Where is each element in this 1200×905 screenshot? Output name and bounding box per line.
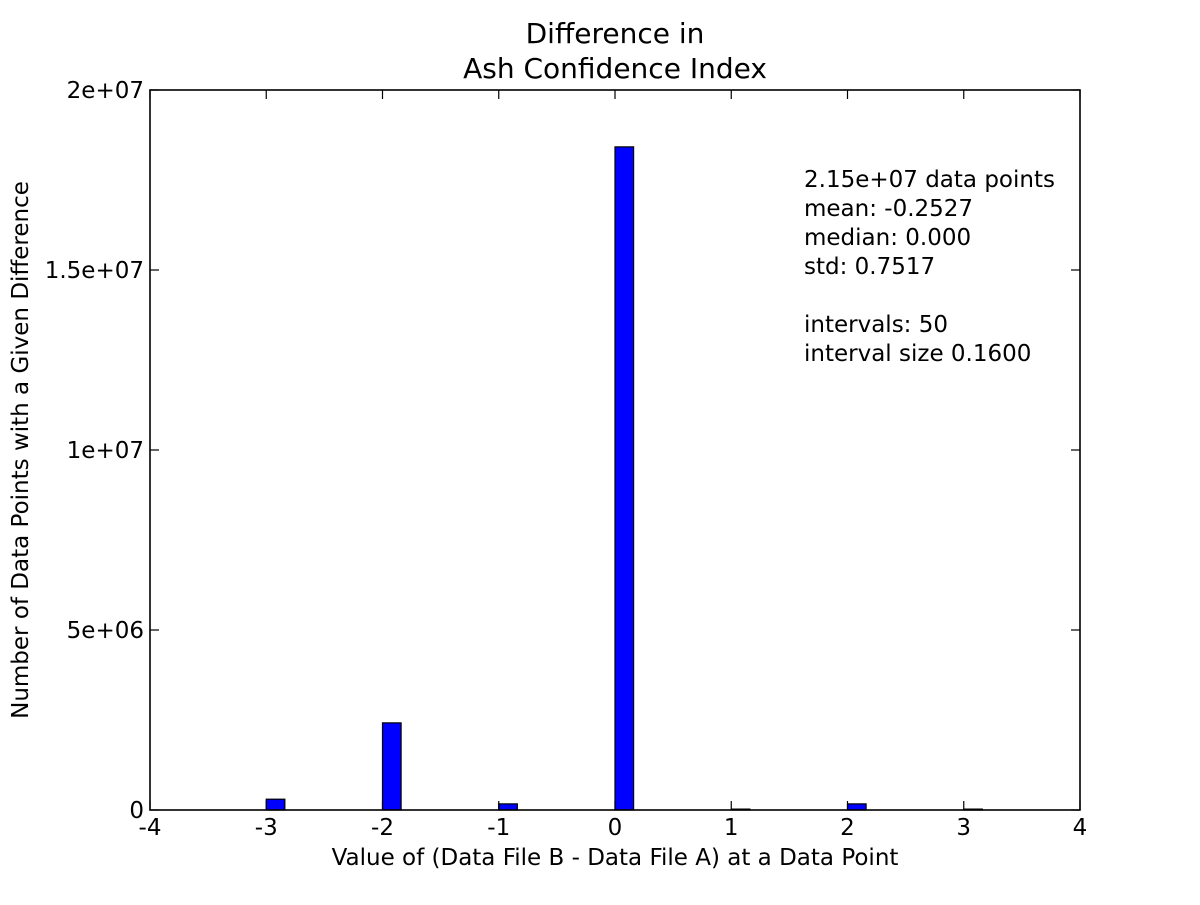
x-tick-label-5: 1 [724,815,739,841]
bar-2 [498,803,518,811]
annotation-line-6: interval size 0.1600 [804,341,1031,367]
bar-1 [381,722,402,811]
x-tick-label-0: -4 [139,815,162,841]
bar-5 [846,803,867,811]
x-tick-label-4: 0 [608,815,623,841]
y-tick-label-4: 2e+07 [67,78,144,104]
y-tick-label-1: 5e+06 [67,618,144,644]
y-tick-label-3: 1.5e+07 [45,258,144,284]
annotation-line-0: 2.15e+07 data points [804,167,1055,193]
bar-0 [265,798,286,811]
x-tick-label-8: 4 [1073,815,1088,841]
stats-annotation: 2.15e+07 data points mean: -0.2527 median:… [804,167,1055,367]
plot-frame [149,89,1081,811]
x-tick-label-6: 2 [840,815,855,841]
annotation-line-1: mean: -0.2527 [804,196,973,222]
x-axis-label: Value of (Data File B - Data File A) at … [332,845,899,871]
x-tick-label-7: 3 [956,815,971,841]
annotation-line-3: std: 0.7517 [804,254,935,280]
y-tick-labels: 0 5e+06 1e+07 1.5e+07 2e+07 [45,78,144,824]
y-axis-label: Number of Data Points with a Given Diffe… [8,181,34,719]
y-tick-label-0: 0 [129,798,144,824]
x-tick-label-3: -1 [487,815,510,841]
x-tick-labels: -4 -3 -2 -1 0 1 2 3 4 [139,815,1088,841]
annotation-line-5: intervals: 50 [804,312,948,338]
x-tick-label-1: -3 [255,815,278,841]
bar-3 [614,146,635,811]
y-tick-label-2: 1e+07 [67,438,144,464]
chart-title-line-2: Ash Confidence Index [463,52,767,85]
chart-title: Difference in Ash Confidence Index [463,17,767,85]
x-tick-label-2: -2 [371,815,394,841]
annotation-line-2: median: 0.000 [804,225,971,251]
chart-title-line-1: Difference in [526,17,705,50]
